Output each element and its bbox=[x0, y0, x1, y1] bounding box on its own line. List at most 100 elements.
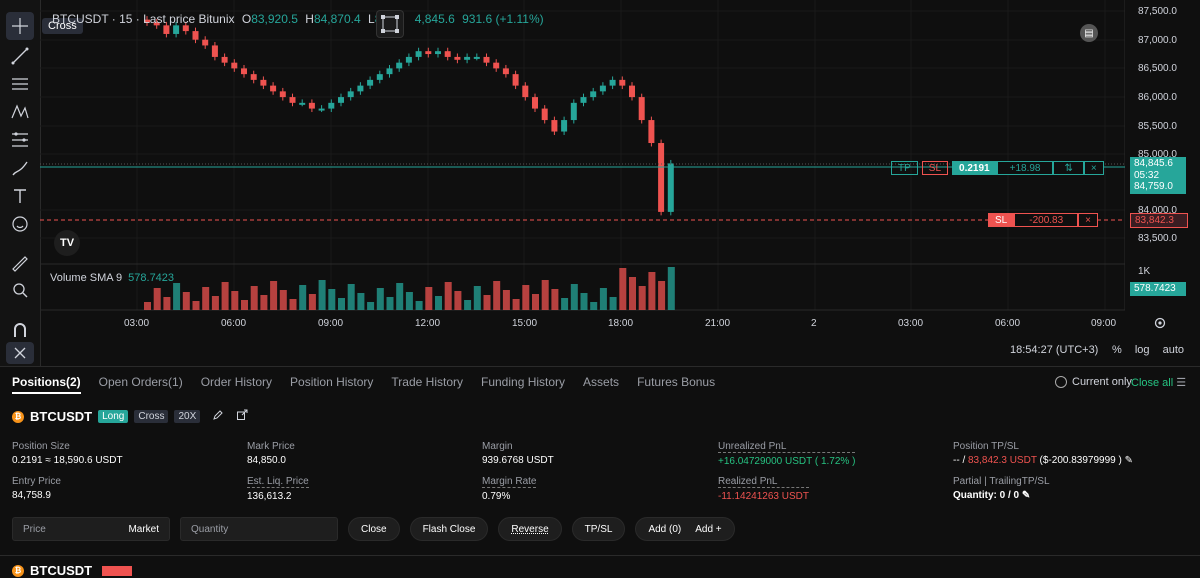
volume-bar bbox=[561, 298, 569, 310]
price-input[interactable]: Price Market bbox=[12, 517, 170, 541]
time-tick: 09:00 bbox=[1091, 318, 1117, 329]
position-order-line[interactable]: TP SL 0.2191 +18.98 ⇅ × bbox=[891, 161, 1104, 175]
margin-field: Margin 939.6768 USDT bbox=[482, 441, 554, 466]
collapse-icon[interactable] bbox=[6, 342, 34, 364]
zoom-icon[interactable] bbox=[6, 276, 34, 304]
volume-bar bbox=[483, 295, 491, 310]
time-tick: 2 bbox=[811, 318, 817, 329]
tpsl-button[interactable]: TP/SL bbox=[571, 517, 626, 541]
position-symbol[interactable]: BTCUSDT bbox=[30, 409, 93, 424]
volume-bar bbox=[241, 300, 248, 310]
volume-bar bbox=[357, 293, 365, 310]
tab-open-orders[interactable]: Open Orders(1) bbox=[98, 375, 183, 389]
tab-trade-history[interactable]: Trade History bbox=[391, 375, 463, 389]
menu-icon[interactable]: ☰ bbox=[1176, 377, 1187, 389]
sl-button[interactable]: SL bbox=[921, 161, 949, 175]
trend-line-icon[interactable] bbox=[6, 42, 34, 70]
volume-bar bbox=[415, 301, 423, 310]
volume-bar bbox=[638, 286, 646, 310]
volume-bar bbox=[211, 296, 219, 310]
tab-order-history[interactable]: Order History bbox=[200, 375, 273, 389]
close-all-button[interactable]: Close all ☰ bbox=[1131, 376, 1186, 389]
current-only-toggle[interactable]: Current only bbox=[1055, 376, 1132, 388]
edit-icon[interactable] bbox=[212, 409, 224, 424]
share-icon[interactable] bbox=[236, 409, 248, 424]
candle-body bbox=[357, 85, 364, 92]
candlestick-chart[interactable] bbox=[40, 0, 1125, 366]
ruler-icon[interactable] bbox=[6, 250, 34, 278]
candle-body bbox=[473, 56, 480, 59]
candle-body bbox=[512, 74, 519, 86]
object-tree-icon[interactable]: ▤ bbox=[1080, 24, 1098, 42]
add-count[interactable]: Add (0) bbox=[648, 523, 682, 535]
chart-settings-icon[interactable] bbox=[1153, 316, 1167, 333]
candle-body bbox=[444, 51, 451, 57]
candle-body bbox=[425, 51, 432, 55]
panel-tabs: Positions(2) Open Orders(1) Order Histor… bbox=[12, 375, 715, 394]
close-value: 4,845.6 bbox=[414, 12, 455, 26]
position-qty: 0.2191 bbox=[952, 161, 997, 175]
reverse-icon[interactable]: ⇅ bbox=[1053, 161, 1084, 175]
percent-scale-button[interactable]: % bbox=[1112, 344, 1122, 356]
candle-body bbox=[318, 108, 325, 111]
realized-pnl-field: Realized PnL -11.14241263 USDT bbox=[718, 476, 809, 502]
tab-futures-bonus[interactable]: Futures Bonus bbox=[637, 375, 716, 389]
price-tick: 86,000.0 bbox=[1138, 92, 1177, 103]
margin-value: 939.6768 USDT bbox=[482, 455, 554, 466]
select-frame-icon[interactable] bbox=[376, 10, 404, 38]
close-position-icon[interactable]: × bbox=[1083, 161, 1104, 175]
horizontal-lines-icon[interactable] bbox=[6, 70, 34, 98]
tab-position-history[interactable]: Position History bbox=[290, 375, 374, 389]
liq-price-field: Est. Liq. Price 136,613.2 bbox=[247, 476, 309, 502]
magnet-icon[interactable] bbox=[6, 316, 34, 344]
edit-tpsl-icon[interactable]: ✎ bbox=[1124, 455, 1133, 466]
volume-bar bbox=[163, 297, 171, 310]
entry-price-field: Entry Price 84,758.9 bbox=[12, 476, 61, 501]
candle-body bbox=[153, 22, 160, 26]
text-icon[interactable] bbox=[6, 182, 34, 210]
volume-bar bbox=[580, 293, 588, 310]
position-pnl: +18.98 bbox=[996, 161, 1054, 175]
brush-icon[interactable] bbox=[6, 154, 34, 182]
volume-bar bbox=[299, 285, 307, 310]
candle-body bbox=[367, 79, 374, 86]
timezone-clock[interactable]: 18:54:27 (UTC+3) bbox=[1010, 344, 1099, 356]
add-button[interactable]: Add + bbox=[695, 523, 722, 535]
margin-rate-field: Margin Rate 0.79% bbox=[482, 476, 537, 502]
change-value: 931.6 (+1.11%) bbox=[462, 12, 544, 26]
edit-trailing-icon[interactable]: ✎ bbox=[1021, 490, 1031, 501]
close-button[interactable]: Close bbox=[348, 517, 400, 541]
cancel-sl-icon[interactable]: × bbox=[1078, 213, 1098, 227]
crosshair-icon[interactable] bbox=[6, 12, 34, 40]
tab-assets[interactable]: Assets bbox=[583, 375, 620, 389]
volume-bar bbox=[367, 302, 375, 310]
position-size-field: Position Size 0.2191 ≈ 18,590.6 USDT bbox=[12, 441, 123, 466]
trailing-field: Partial | TrailingTP/SL Quantity: 0 / 0 ✎ bbox=[953, 476, 1050, 501]
volume-bar bbox=[454, 291, 462, 310]
fib-icon[interactable] bbox=[6, 126, 34, 154]
quantity-input[interactable]: Quantity bbox=[180, 517, 338, 541]
pattern-icon[interactable] bbox=[6, 98, 34, 126]
side-badge bbox=[102, 565, 133, 576]
flash-close-button[interactable]: Flash Close bbox=[409, 517, 489, 541]
low-label: L bbox=[368, 12, 375, 26]
candle-body bbox=[638, 97, 645, 121]
tp-button[interactable]: TP bbox=[891, 161, 918, 175]
reverse-button[interactable]: Reverse bbox=[498, 517, 562, 541]
stop-loss-order-line[interactable]: SL -200.83 × bbox=[988, 213, 1098, 227]
log-scale-button[interactable]: log bbox=[1134, 344, 1150, 356]
quantity-placeholder: Quantity bbox=[191, 523, 229, 535]
next-position-symbol[interactable]: BTCUSDT bbox=[30, 563, 93, 578]
tab-funding-history[interactable]: Funding History bbox=[481, 375, 566, 389]
position-actions: Price Market Quantity Close Flash Close R… bbox=[12, 517, 735, 541]
emoji-icon[interactable] bbox=[6, 210, 34, 238]
radio-icon[interactable] bbox=[1055, 376, 1067, 388]
auto-scale-button[interactable]: auto bbox=[1162, 344, 1185, 356]
chart-area[interactable]: Cross BTCUSDT · 15 · Last price Bitunix … bbox=[0, 0, 1200, 366]
bitcoin-icon: ₿ bbox=[12, 564, 24, 577]
volume-bar bbox=[202, 287, 210, 310]
bitcoin-icon: ₿ bbox=[12, 410, 24, 423]
volume-bar bbox=[260, 295, 268, 310]
volume-label: Volume SMA 9 bbox=[50, 272, 123, 284]
tab-positions[interactable]: Positions(2) bbox=[12, 375, 81, 394]
